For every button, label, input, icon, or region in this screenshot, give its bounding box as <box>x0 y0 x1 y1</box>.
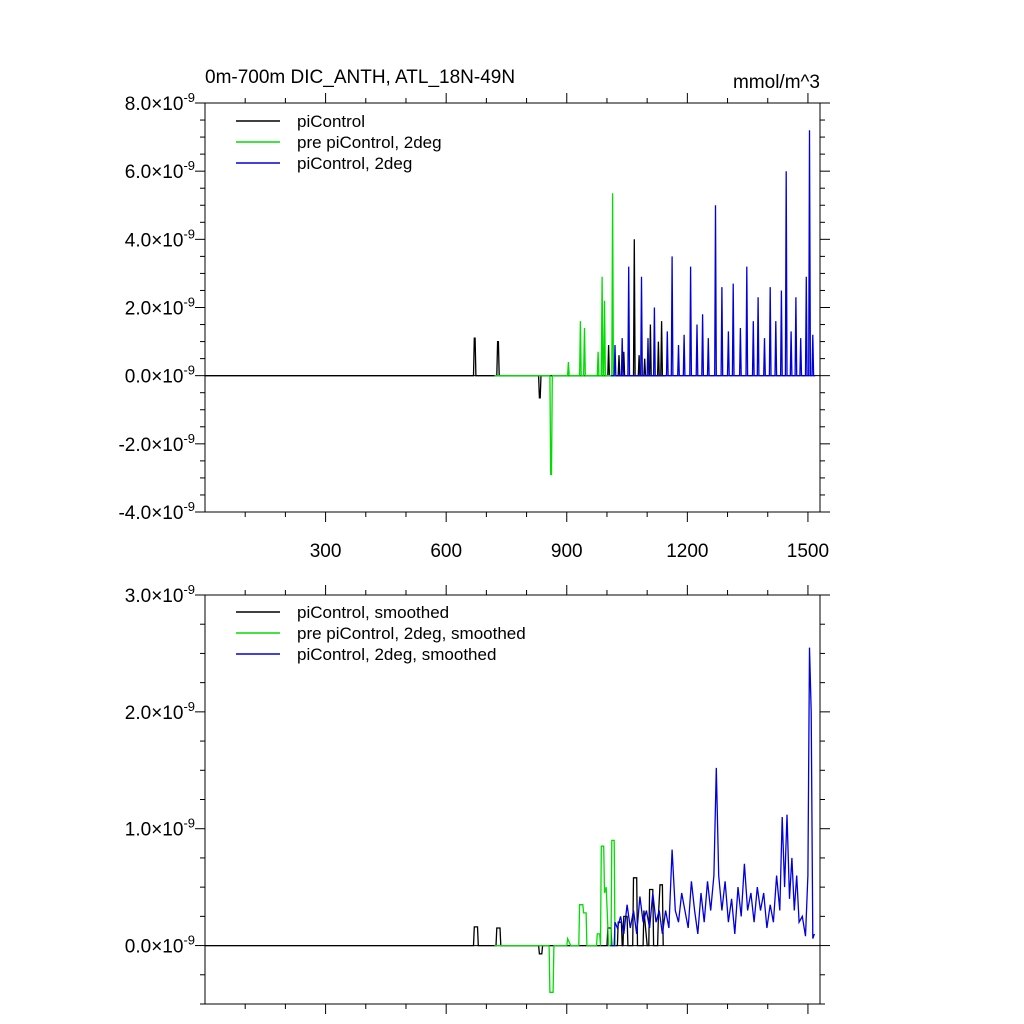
series-line-1 <box>205 877 664 955</box>
y-tick-label: -4.0×10-9 <box>118 499 195 524</box>
units-label: mmol/m^3 <box>733 72 820 93</box>
series-line-2 <box>494 193 616 476</box>
top-series-lines <box>205 130 820 476</box>
bottom-legend: piControl, smoothed pre piControl, 2deg, … <box>236 603 526 664</box>
top-legend: piControl pre piControl, 2deg piControl, 2… <box>236 112 442 173</box>
y-tick-label: 0.0×10-9 <box>125 363 195 388</box>
bottom-plot-frame <box>204 594 821 1005</box>
y-tick-label: 0.0×10-9 <box>125 933 195 958</box>
legend-label-2: pre piControl, 2deg <box>297 133 442 152</box>
bottom-panel: 0.0×10-9 1.0×10-9 2.0×10-9 3.0×10-9 piContr… <box>125 582 830 1014</box>
legend-label-3: piControl, 2deg, smoothed <box>297 645 496 664</box>
top-plot-frame <box>204 102 821 513</box>
series-line-3 <box>610 647 816 947</box>
y-tick-label: 1.0×10-9 <box>125 816 195 841</box>
legend-label-1: piControl <box>297 112 365 131</box>
y-tick-label: 2.0×10-9 <box>125 295 195 320</box>
series-line-2 <box>494 839 616 993</box>
top-ticks: 300 600 900 1200 1500 -4.0×10-9 -2.0×10-9 0.0×1… <box>118 90 830 562</box>
bottom-ticks: 0.0×10-9 1.0×10-9 2.0×10-9 3.0×10-9 <box>125 582 830 1014</box>
chart-title: 0m-700m DIC_ANTH, ATL_18N-49N <box>205 67 515 88</box>
x-tick-label: 1200 <box>666 541 708 562</box>
series-line-1 <box>205 239 665 399</box>
x-tick-label: 900 <box>551 541 583 562</box>
y-tick-label: -2.0×10-9 <box>118 431 195 456</box>
series-line-3 <box>611 130 816 377</box>
x-tick-label: 1500 <box>787 541 829 562</box>
legend-label-2: pre piControl, 2deg, smoothed <box>297 624 526 643</box>
y-tick-label: 4.0×10-9 <box>125 226 195 251</box>
y-tick-label: 2.0×10-9 <box>125 699 195 724</box>
x-tick-label: 600 <box>430 541 462 562</box>
y-tick-label: 3.0×10-9 <box>125 582 195 607</box>
legend-label-1: piControl, smoothed <box>297 603 449 622</box>
bottom-series-lines <box>205 647 820 993</box>
y-tick-label: 6.0×10-9 <box>125 158 195 183</box>
y-tick-label: 8.0×10-9 <box>125 90 195 115</box>
x-tick-label: 300 <box>310 541 342 562</box>
legend-label-3: piControl, 2deg <box>297 154 412 173</box>
top-panel: 0m-700m DIC_ANTH, ATL_18N-49N mmol/m^3 3… <box>118 67 830 562</box>
